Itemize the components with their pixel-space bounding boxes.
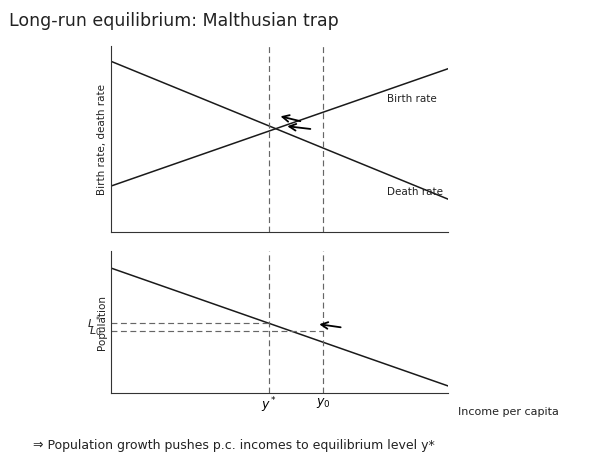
Text: Birth rate: Birth rate bbox=[387, 93, 437, 104]
Text: $L_0$: $L_0$ bbox=[88, 324, 101, 338]
Y-axis label: Population: Population bbox=[97, 294, 107, 350]
Text: Income per capita: Income per capita bbox=[458, 407, 559, 417]
Y-axis label: Birth rate, death rate: Birth rate, death rate bbox=[97, 84, 107, 195]
Text: ⇒ Population growth pushes p.c. incomes to equilibrium level y*: ⇒ Population growth pushes p.c. incomes … bbox=[33, 439, 435, 452]
Text: Long-run equilibrium: Malthusian trap: Long-run equilibrium: Malthusian trap bbox=[9, 12, 339, 30]
Text: $L^*$: $L^*$ bbox=[87, 314, 101, 331]
Text: Death rate: Death rate bbox=[387, 186, 443, 197]
